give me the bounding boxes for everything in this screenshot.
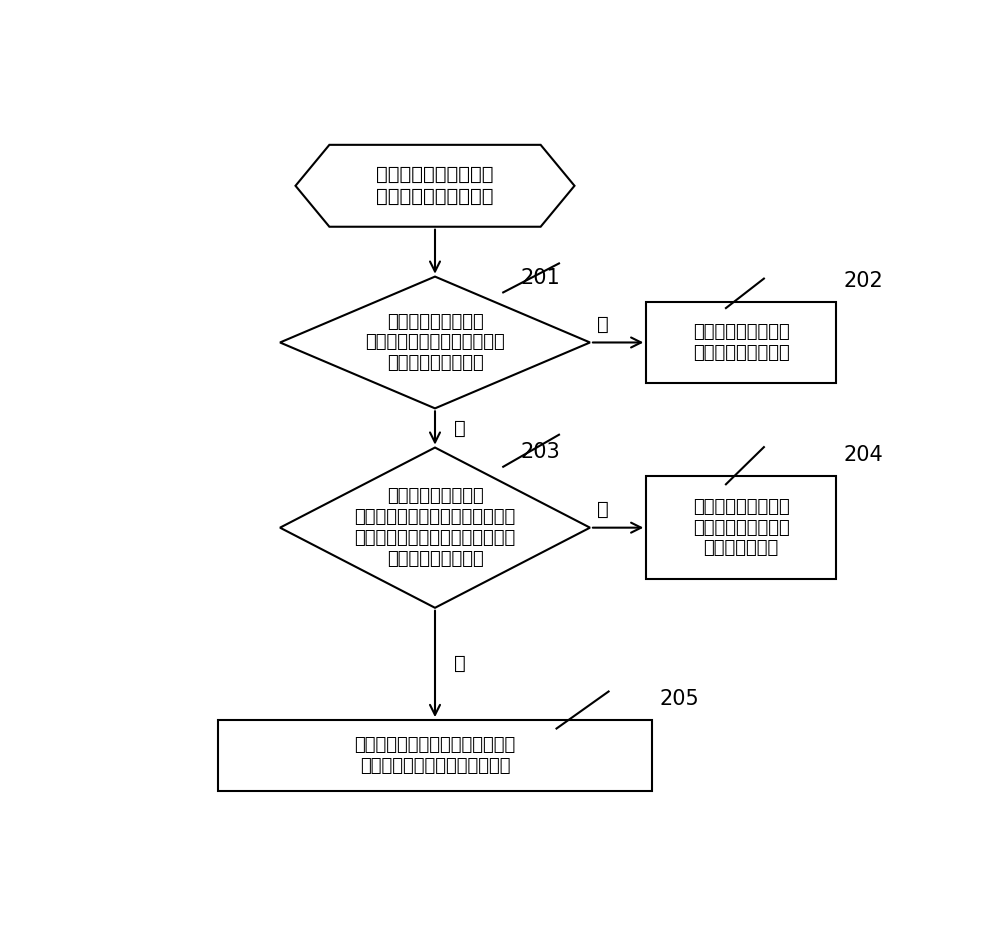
Text: 204: 204 <box>844 445 884 465</box>
Text: 太陽能電池所能提供
的最大功率是否大于或等于牽
引電機所需驅動功率: 太陽能電池所能提供 的最大功率是否大于或等于牽 引電機所需驅動功率 <box>365 313 505 372</box>
Text: 是: 是 <box>597 314 608 334</box>
Text: 否: 否 <box>454 418 466 438</box>
Text: 否: 否 <box>454 654 466 673</box>
Text: 205: 205 <box>660 689 700 709</box>
Text: 201: 201 <box>520 268 560 289</box>
Text: 是: 是 <box>597 500 608 519</box>
Text: 超級電容所能提供的
最大功率是否大于或等于牽引電機
所需驅動功率與太陽能電池所能提
供的最大功率的差值: 超級電容所能提供的 最大功率是否大于或等于牽引電機 所需驅動功率與太陽能電池所能… <box>354 487 516 568</box>
Bar <box>218 720 652 791</box>
Bar <box>646 476 836 579</box>
Text: 202: 202 <box>844 271 884 290</box>
Bar <box>646 302 836 384</box>
Text: 車輛處于啟動狀態或者
加速狀態或者爬坡狀態: 車輛處于啟動狀態或者 加速狀態或者爬坡狀態 <box>376 166 494 206</box>
Text: 由超級電容與太陽能
電池共同向車輛的牽
引電機提供電能: 由超級電容與太陽能 電池共同向車輛的牽 引電機提供電能 <box>693 498 790 558</box>
Text: 203: 203 <box>520 442 560 462</box>
Text: 由太陽能電池向車輛
的牽引電機提供電能: 由太陽能電池向車輛 的牽引電機提供電能 <box>693 323 790 362</box>
Text: 由超級電容、蓄電池與太陽能電池
共同向車輛的牽引電機提供電能: 由超級電容、蓄電池與太陽能電池 共同向車輛的牽引電機提供電能 <box>354 736 516 775</box>
